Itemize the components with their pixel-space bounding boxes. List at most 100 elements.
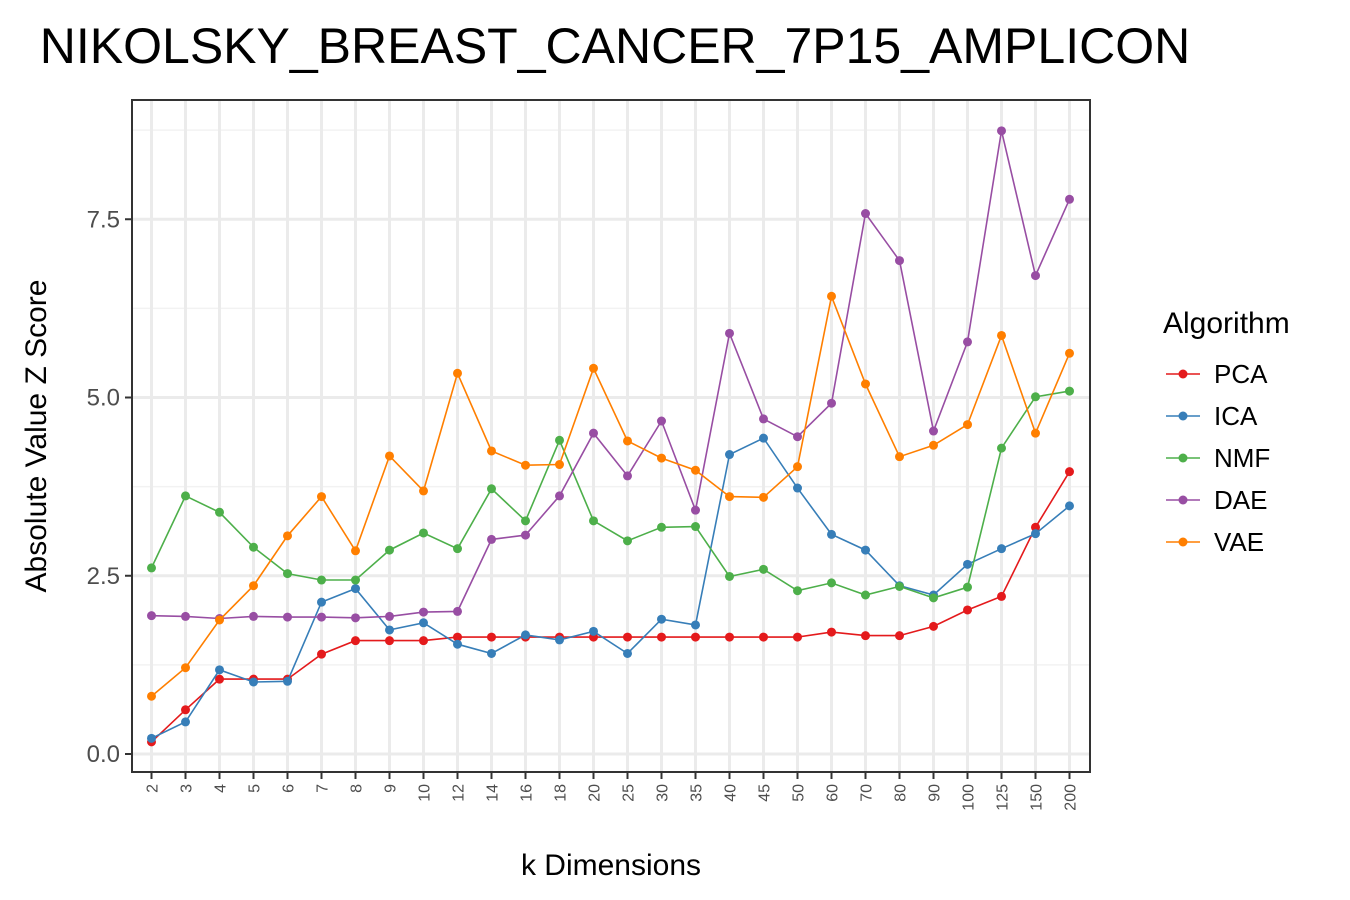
legend: Algorithm PCA ICA NMF DAE VAE [1163, 307, 1290, 557]
legend-item-dae: DAE [1166, 485, 1267, 515]
x-tick-label: 18 [553, 784, 570, 802]
x-tick-label: 16 [519, 784, 536, 802]
data-point [283, 612, 292, 622]
data-point [929, 426, 938, 436]
x-tick-label: 35 [689, 784, 706, 802]
x-tick-label: 12 [451, 784, 468, 802]
data-point [1031, 271, 1040, 281]
data-point [215, 674, 224, 684]
data-point [929, 621, 938, 631]
data-point [181, 705, 190, 715]
data-point [487, 648, 496, 658]
data-point [657, 453, 666, 463]
data-point [317, 575, 326, 585]
data-point [759, 632, 768, 642]
data-point [249, 677, 258, 687]
legend-key-point [1178, 453, 1188, 463]
x-axis: 2 3 4 5 6 7 8 9 10 12 14 16 18 20 25 30 35 40 45 50 60 70 80 90… [145, 772, 1080, 811]
data-point [215, 615, 224, 625]
data-point [997, 126, 1006, 136]
x-tick-label: 6 [281, 784, 298, 793]
data-point [215, 507, 224, 517]
data-point [317, 612, 326, 622]
x-tick-label: 90 [927, 784, 944, 802]
data-point [691, 632, 700, 642]
data-point [147, 563, 156, 573]
legend-key-point [1178, 411, 1188, 421]
y-axis-title: Absolute Value Z Score [20, 280, 53, 593]
data-point [385, 625, 394, 635]
data-point [691, 505, 700, 515]
data-point [419, 636, 428, 646]
data-point [1031, 522, 1040, 532]
x-tick-label: 5 [247, 784, 264, 793]
data-point [283, 531, 292, 541]
data-point [895, 256, 904, 266]
series-line [150, 390, 1070, 599]
data-point [827, 578, 836, 588]
data-point [929, 593, 938, 603]
legend-item-nmf: NMF [1166, 443, 1270, 473]
data-point [623, 536, 632, 546]
x-tick-label: 125 [995, 784, 1012, 811]
data-point [419, 528, 428, 538]
data-point [181, 611, 190, 621]
x-tick-label: 200 [1063, 784, 1080, 811]
data-point [385, 611, 394, 621]
data-point [929, 440, 938, 450]
series-nmf [147, 386, 1074, 603]
data-point [453, 639, 462, 649]
data-point [793, 432, 802, 442]
data-point [1065, 386, 1074, 396]
data-point [419, 618, 428, 628]
data-point [453, 606, 462, 616]
x-tick-label: 150 [1029, 784, 1046, 811]
data-point [283, 676, 292, 686]
series-line [150, 471, 1071, 743]
data-point [895, 581, 904, 591]
data-point [147, 611, 156, 621]
data-point [827, 627, 836, 637]
data-point [351, 575, 360, 585]
data-point [1065, 348, 1074, 358]
legend-label: DAE [1214, 485, 1267, 515]
data-point [657, 632, 666, 642]
x-tick-label: 70 [859, 784, 876, 802]
x-tick-label: 2 [145, 784, 162, 793]
series-line [151, 437, 1071, 740]
data-point [861, 379, 870, 389]
data-point [1031, 392, 1040, 402]
data-point [589, 516, 598, 526]
data-point [691, 465, 700, 475]
data-point [385, 636, 394, 646]
data-point [623, 648, 632, 658]
x-tick-label: 10 [417, 784, 434, 802]
data-point [759, 492, 768, 502]
x-tick-label: 30 [655, 784, 672, 802]
data-point [589, 626, 598, 636]
data-point [725, 328, 734, 338]
data-point [419, 486, 428, 496]
data-point [997, 591, 1006, 601]
data-point [351, 613, 360, 623]
data-point [759, 564, 768, 574]
data-point [827, 529, 836, 539]
legend-item-vae: VAE [1166, 527, 1264, 557]
x-tick-label: 14 [485, 784, 502, 802]
data-point [963, 337, 972, 347]
legend-key-point [1178, 537, 1188, 547]
data-point [181, 663, 190, 673]
data-point [725, 632, 734, 642]
x-tick-label: 100 [961, 784, 978, 811]
data-point [861, 590, 870, 600]
data-point [1065, 467, 1074, 477]
data-point [623, 436, 632, 446]
legend-label: NMF [1214, 443, 1270, 473]
data-point [691, 522, 700, 532]
plot-panel [132, 100, 1090, 772]
x-tick-label: 3 [179, 784, 196, 793]
data-point [521, 516, 530, 526]
x-tick-label: 40 [723, 784, 740, 802]
legend-item-pca: PCA [1166, 359, 1268, 389]
